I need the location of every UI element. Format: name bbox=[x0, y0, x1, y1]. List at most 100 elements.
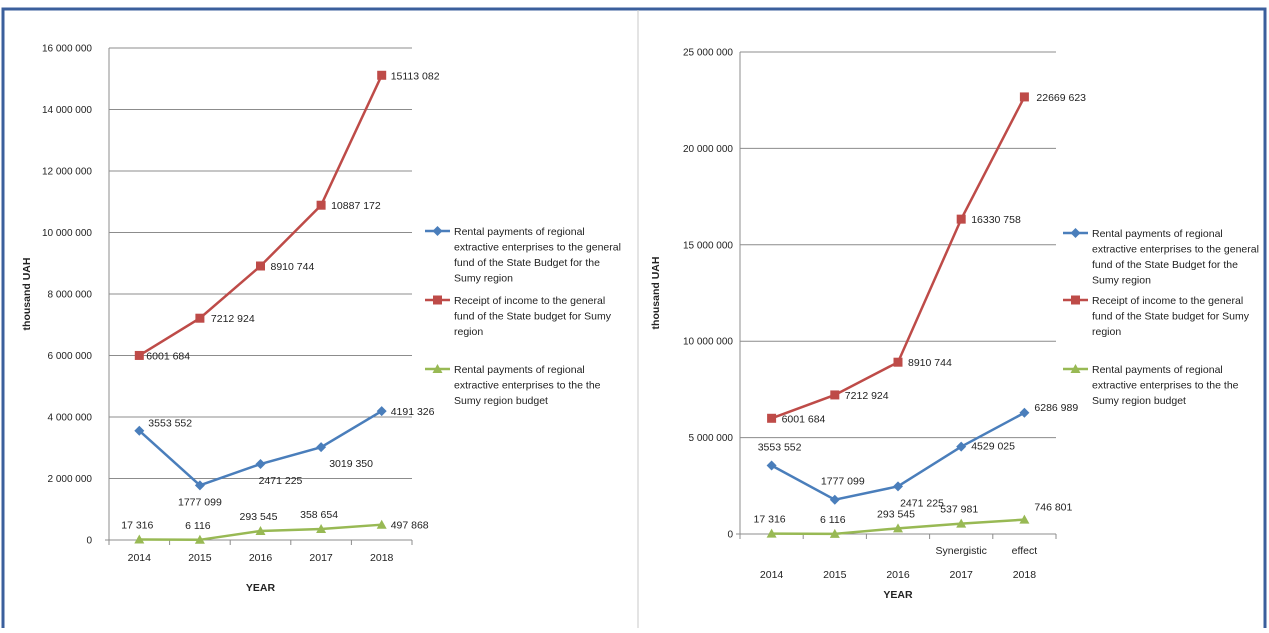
x-tick-label: 2018 bbox=[370, 552, 394, 564]
data-point bbox=[1019, 407, 1030, 418]
x-tick-label: 2017 bbox=[309, 552, 333, 564]
data-label: 358 654 bbox=[300, 509, 338, 521]
data-point bbox=[766, 528, 777, 538]
data-label: 3553 552 bbox=[758, 441, 802, 453]
data-label: 2471 225 bbox=[900, 497, 944, 509]
y-tick-label: 0 bbox=[86, 536, 92, 547]
legend-label: Sumy region bbox=[454, 273, 513, 285]
data-label: 2471 225 bbox=[259, 475, 303, 487]
data-point bbox=[316, 523, 327, 533]
data-point bbox=[134, 425, 145, 436]
data-point bbox=[376, 519, 387, 529]
chart-left: 0 2 000 000 4 000 000 6 000 000 8 000 000 10 … bbox=[21, 44, 621, 595]
data-label: 6 116 bbox=[185, 520, 211, 532]
data-label: 497 868 bbox=[391, 520, 429, 532]
data-point bbox=[255, 525, 266, 535]
data-point bbox=[255, 459, 266, 470]
data-label: 3019 350 bbox=[329, 458, 373, 470]
x-tick-label: 2016 bbox=[886, 569, 910, 581]
x-category-annotation: Synergistic bbox=[936, 545, 987, 557]
figure-border bbox=[1, 7, 1267, 633]
data-point bbox=[956, 214, 966, 224]
x-category-annotation: effect bbox=[1012, 545, 1038, 557]
data-label: 16330 758 bbox=[971, 214, 1021, 226]
y-tick-label: 4 000 000 bbox=[48, 413, 93, 424]
legend-marker bbox=[432, 364, 443, 373]
legend-marker bbox=[1071, 295, 1080, 305]
series-line bbox=[138, 74, 383, 357]
y-tick-label: 8 000 000 bbox=[48, 290, 93, 301]
data-point bbox=[316, 200, 326, 210]
data-label: 1777 099 bbox=[821, 476, 865, 488]
chart-right: 0 5 000 000 10 000 000 15 000 000 20 000 000… bbox=[650, 48, 1259, 602]
legend-label: region bbox=[454, 326, 483, 338]
y-tick-label: 10 000 000 bbox=[42, 228, 92, 239]
data-point bbox=[956, 518, 967, 528]
legend-label: Sumy region budget bbox=[1092, 395, 1186, 407]
x-tick-label: 2014 bbox=[760, 569, 784, 581]
y-tick-label: 2 000 000 bbox=[48, 474, 93, 485]
y-tick-label: 0 bbox=[727, 530, 733, 541]
x-tick-label: 2017 bbox=[950, 569, 974, 581]
x-tick-label: 2014 bbox=[128, 552, 152, 564]
y-tick-label: 16 000 000 bbox=[42, 44, 92, 55]
x-axis-title: YEAR bbox=[883, 589, 913, 601]
data-label: 6001 684 bbox=[782, 413, 826, 425]
data-point bbox=[377, 70, 387, 80]
data-label: 15113 082 bbox=[391, 70, 440, 82]
data-point bbox=[829, 494, 840, 505]
legend-label: Receipt of income to the general bbox=[454, 295, 605, 307]
legend-label: Receipt of income to the general bbox=[1092, 295, 1243, 307]
legend-label: fund of the State budget for Sumy bbox=[1092, 311, 1250, 323]
data-point bbox=[829, 528, 840, 538]
data-point bbox=[893, 357, 903, 367]
data-point bbox=[1019, 92, 1029, 102]
data-label: 7212 924 bbox=[211, 313, 255, 325]
data-label: 8910 744 bbox=[271, 261, 315, 273]
y-tick-label: 14 000 000 bbox=[42, 105, 92, 116]
legend-label: fund of the State Budget for the bbox=[454, 257, 600, 269]
data-point bbox=[893, 481, 903, 492]
x-tick-label: 2015 bbox=[188, 552, 212, 564]
legend-label: Rental payments of regional bbox=[454, 226, 585, 238]
data-label: 6001 684 bbox=[146, 350, 190, 362]
data-point bbox=[893, 523, 903, 533]
y-tick-label: 5 000 000 bbox=[689, 433, 734, 444]
data-point bbox=[766, 460, 777, 471]
y-tick-label: 25 000 000 bbox=[683, 48, 733, 59]
legend-marker bbox=[1070, 228, 1081, 238]
y-tick-label: 15 000 000 bbox=[683, 240, 733, 251]
data-point bbox=[1019, 514, 1030, 524]
y-tick-label: 20 000 000 bbox=[683, 144, 733, 155]
data-label: 1777 099 bbox=[178, 496, 222, 508]
data-point bbox=[376, 406, 387, 417]
data-label: 293 545 bbox=[877, 508, 915, 520]
data-point bbox=[830, 390, 840, 400]
data-point bbox=[956, 441, 967, 452]
legend-marker bbox=[1070, 364, 1081, 373]
y-tick-label: 12 000 000 bbox=[42, 167, 92, 178]
legend-label: Rental payments of regional bbox=[1092, 364, 1223, 376]
data-point bbox=[316, 442, 327, 453]
data-label: 537 981 bbox=[940, 504, 978, 516]
y-axis-title: thousand UAH bbox=[21, 258, 33, 331]
data-label: 10887 172 bbox=[331, 200, 381, 212]
legend-label: fund of the State budget for Sumy bbox=[454, 311, 612, 323]
y-axis-title: thousand UAH bbox=[650, 257, 662, 330]
data-label: 293 545 bbox=[240, 511, 278, 523]
x-tick-label: 2015 bbox=[823, 569, 847, 581]
legend-label: extractive enterprises to the general bbox=[1092, 244, 1259, 256]
x-tick-label: 2016 bbox=[249, 552, 273, 564]
data-label: 22669 623 bbox=[1036, 92, 1086, 104]
legend-label: Sumy region budget bbox=[454, 395, 548, 407]
legend-label: region bbox=[1092, 326, 1121, 338]
data-point bbox=[134, 534, 145, 544]
data-point bbox=[134, 350, 144, 360]
legend-label: fund of the State Budget for the bbox=[1092, 259, 1238, 271]
data-label: 4191 326 bbox=[391, 406, 435, 418]
data-label: 17 316 bbox=[754, 514, 786, 526]
legend-label: Rental payments of regional bbox=[454, 364, 585, 376]
data-label: 746 801 bbox=[1034, 502, 1072, 514]
